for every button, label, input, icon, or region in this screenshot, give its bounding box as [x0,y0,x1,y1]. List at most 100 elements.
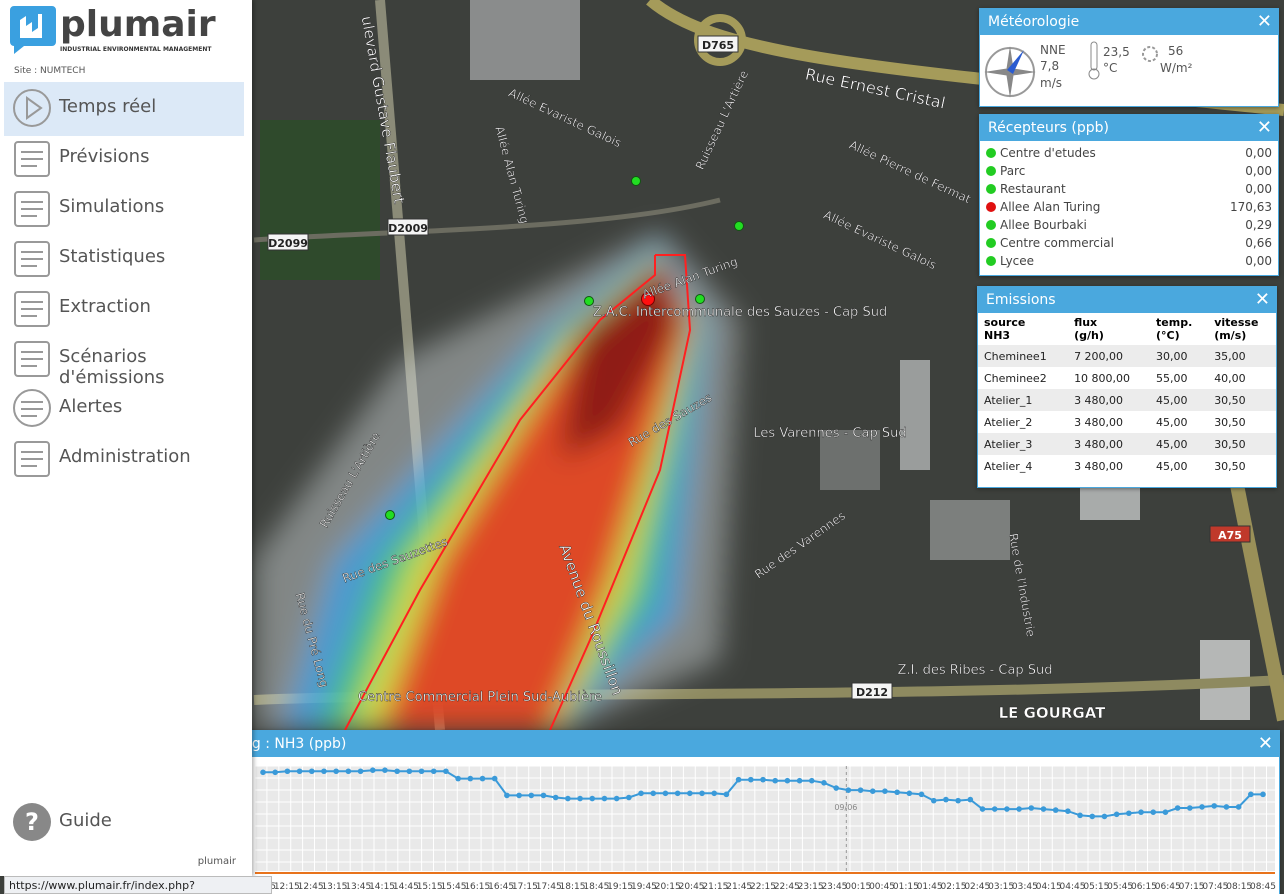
table-cell: 45,00 [1156,415,1188,429]
close-button[interactable]: ✕ [1256,117,1272,138]
plot-background [255,766,1275,871]
table-cell: Atelier_1 [984,393,1033,407]
receptor-row: Restaurant 0,00 [980,180,1278,198]
data-point [272,769,278,776]
data-point [687,790,693,797]
menu-item[interactable]: Temps réel [4,82,244,136]
status-bar: https://www.plumair.fr/index.php?page=re… [4,876,272,894]
x-tick-label: 18:45 [583,882,609,892]
footer: plumair [197,856,236,867]
menu-item[interactable]: Statistiques [4,232,244,286]
receptor-name: Centre d'etudes [1000,146,1096,160]
logo-text: plumair [60,4,216,45]
receptor-row: Lycee 0,00 [980,252,1278,270]
header-text: source [984,316,1026,329]
close-button[interactable]: ✕ [1256,11,1272,32]
data-point [1040,806,1047,812]
icon-shape [21,401,43,417]
x-tick-label: 04:45 [1060,882,1086,892]
data-point [735,776,742,783]
map-label: D765 [697,35,739,53]
menu-label: Temps réel [59,96,157,117]
temperature-unit: °C [1103,61,1117,75]
close-button[interactable]: ✕ [1257,733,1273,754]
data-point [943,796,949,803]
x-tick-label: 00:45 [869,882,895,892]
map-label: Centre Commercial Plein Sud-Aubière [358,690,603,705]
road-badge [267,233,309,251]
data-point [918,791,925,798]
map-label: Les Varennes - Cap Sud [753,426,907,441]
data-point [906,790,913,797]
x-tick-label: 23:45 [821,882,847,892]
data-point [260,769,266,776]
menu-icon [14,241,50,277]
x-tick-label: 20:15 [655,882,681,892]
receptor-status [986,238,996,248]
receptor-status [986,184,996,194]
header-cell: temp. (°C) [1150,313,1208,345]
table-cell: 3 480,00 [1074,393,1124,407]
close-button[interactable]: ✕ [1254,289,1270,310]
data-point [967,796,974,803]
table-row: Cheminee2 10 800,00 55,00 40,00 [978,367,1276,389]
menu-item[interactable]: Administration [4,432,244,486]
menu-label: Simulations [59,196,165,217]
x-tick-label: 06:15 [1131,882,1157,892]
menu-item[interactable]: Scénarios d'émissions [4,332,244,388]
table-cell: Atelier_2 [984,415,1033,429]
map-label-text: Les Varennes - Cap Sud [753,426,906,441]
x-tick-label: 05:45 [1107,882,1133,892]
data-point [455,775,461,782]
menu-item[interactable]: Alertes [4,382,244,436]
x-tick-label: 20:45 [679,882,705,892]
logo: plumair INDUSTRIAL ENVIRONMENTAL MANAGEM… [10,4,216,76]
receptor-value: 0,00 [1245,254,1272,268]
data-point [1113,811,1120,818]
table-cell: 40,00 [1214,371,1246,385]
data-point [1016,806,1022,812]
table-cell: 7 200,00 [1074,349,1124,363]
icon-shape [14,291,50,327]
receptor-row: Allee Alan Turing 170,63 [980,198,1278,216]
x-tick-label: 18:15 [560,882,586,892]
menu-item[interactable]: Prévisions [4,132,244,186]
panel-title: Récepteurs (ppb) [988,120,1109,136]
menu-item[interactable]: Simulations [4,182,244,236]
header-cell: flux (g/h) [1068,313,1150,345]
icon-shape [14,441,50,477]
x-tick-label: 06:45 [1155,882,1181,892]
x-tick-label: 22:45 [774,882,800,892]
menu-item[interactable]: Extraction [4,282,244,336]
x-tick-label: 21:45 [726,882,752,892]
receptor-status [986,202,996,212]
receptor-status [986,220,996,230]
emissions-table: source NH3 flux (g/h) temp. (°C) vitesse (m/s) C… [978,313,1276,477]
data-point [1004,806,1010,812]
map-label-text: Centre Commercial Plein Sud-Aubière [358,690,602,705]
map-label: D212 [851,682,893,700]
x-tick-label: 16:15 [464,882,490,892]
panel-header: Récepteurs (ppb) ✕ [980,115,1278,141]
data-point [321,768,327,775]
data-point [748,776,754,783]
guide-icon: ? [13,803,51,841]
data-point [1077,812,1083,819]
map-label-text: D2099 [268,237,308,250]
menu-label: Extraction [59,296,151,317]
data-point [1199,804,1205,810]
road-badge [851,682,893,700]
x-tick-label: 14:45 [393,882,419,892]
guide-item[interactable]: ? Guide [4,796,244,850]
header-cell: source NH3 [978,313,1068,345]
map-label-text: A75 [1218,529,1242,542]
receptor-row: Centre commercial 0,66 [980,234,1278,252]
data-point [1065,808,1071,814]
receptor-value: 170,63 [1230,200,1272,214]
data-point [955,797,961,804]
table-cell: 45,00 [1156,459,1188,473]
x-tick-label: 04:15 [1036,882,1062,892]
x-tick-label: 12:45 [298,882,324,892]
x-tick-label: 22:15 [750,882,776,892]
data-point [626,794,632,801]
